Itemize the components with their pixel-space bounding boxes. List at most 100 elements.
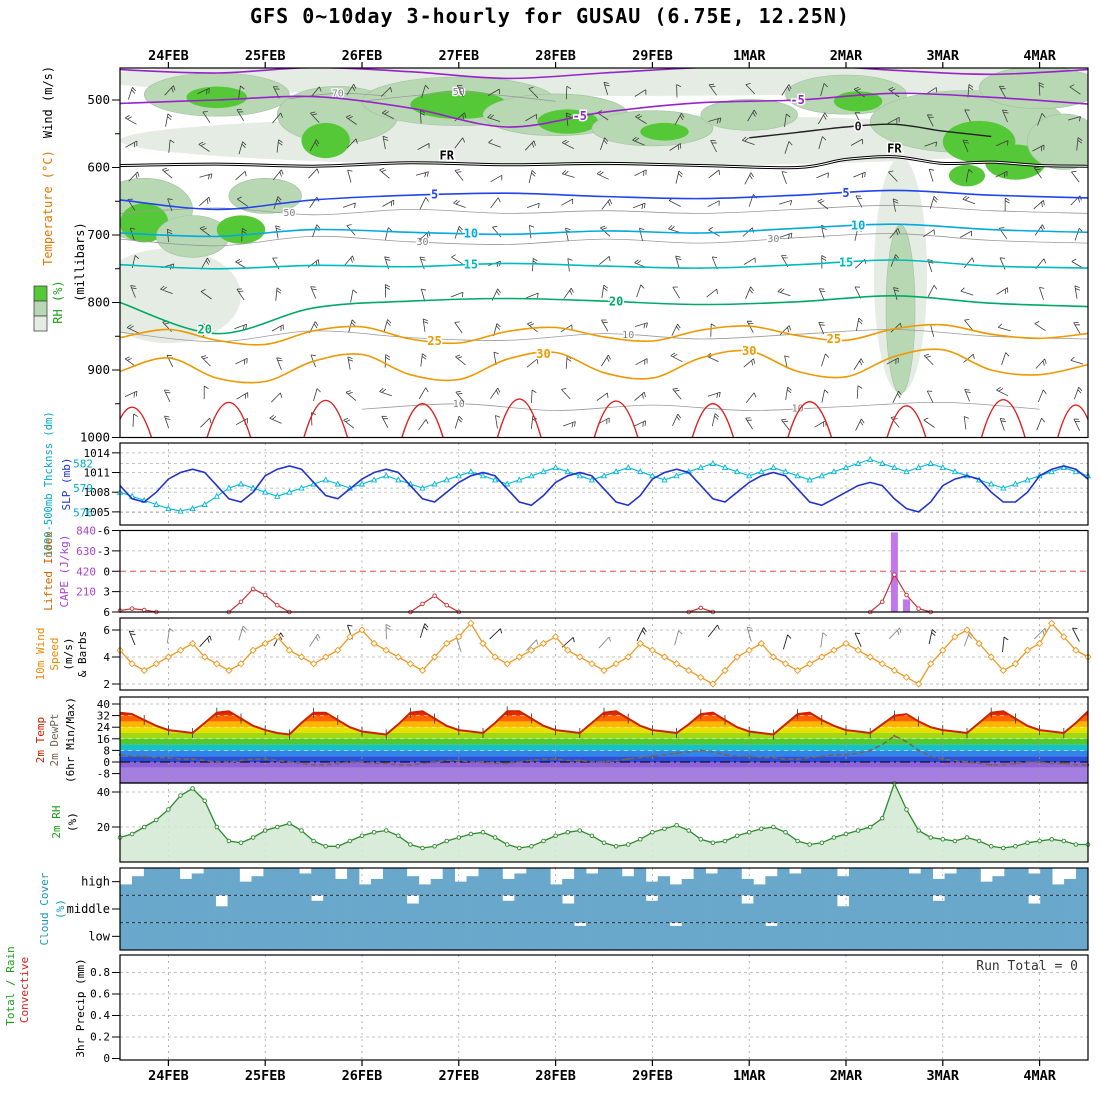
pressure-tick-label: 700 xyxy=(87,227,110,242)
axis-title: 10m Wind xyxy=(34,628,47,681)
temp-contour-label: 5 xyxy=(842,186,849,200)
date-label-top: 28FEB xyxy=(535,48,576,64)
rh-shading-blob xyxy=(120,248,241,344)
li-tick-label: -3 xyxy=(97,545,110,558)
rh-legend-swatch xyxy=(33,285,48,302)
wind10m-panel: 2 4 6 xyxy=(103,617,1092,691)
temp-contour-label: 20 xyxy=(197,323,211,337)
temp-contour-label: 25 xyxy=(427,334,441,348)
rh-contour-label: 50 xyxy=(283,208,295,219)
axis-title: (millibars) xyxy=(73,222,87,301)
axis-title: & Barbs xyxy=(76,631,89,677)
rh-contour-label: 30 xyxy=(416,237,428,248)
axis-title: 1000-500mb Thcknss (dm) xyxy=(43,411,55,556)
cloud-row-label: middle xyxy=(67,902,110,916)
rh-shading-blob xyxy=(216,215,266,244)
freezing-level-label: FR xyxy=(439,149,454,163)
date-label-top: 3MAR xyxy=(927,48,960,64)
rh-shading-blob xyxy=(640,122,689,141)
temp-contour-label: 10 xyxy=(851,219,865,233)
axis-title: CAPE (J/kg) xyxy=(58,535,71,608)
wind10m-barbs xyxy=(128,623,1080,652)
axis-title: (%) xyxy=(66,812,79,832)
temp-tick-label: 40 xyxy=(97,698,110,711)
panel-border xyxy=(119,954,1089,1061)
axis-title: Lifted Index xyxy=(42,531,55,611)
axis-title: (6hr Min/Max) xyxy=(64,697,77,783)
temp-contour xyxy=(120,92,1088,128)
pressure-tick-label: 800 xyxy=(87,295,110,310)
panel-border xyxy=(119,867,1089,951)
cape-bar xyxy=(890,532,898,612)
date-label-bottom: 28FEB xyxy=(535,1068,576,1084)
temp-contour xyxy=(120,259,1088,270)
precip-tick-label: 0 xyxy=(103,1052,110,1065)
precip-tick-label: 0.8 xyxy=(90,966,110,979)
pressure-tick-label: 900 xyxy=(87,362,110,377)
cloud-row-label: low xyxy=(88,929,110,943)
axis-title: Temperature (°C) xyxy=(41,150,55,266)
slp-tick-label: 1014 xyxy=(84,447,111,460)
temp-contour-label: 25 xyxy=(827,332,841,346)
date-label-top: 2MAR xyxy=(830,48,863,64)
li-tick-label: 6 xyxy=(103,606,110,619)
panel-border xyxy=(119,529,1089,613)
rh-shading-blob xyxy=(186,86,248,109)
temp-tick-label: -8 xyxy=(97,768,110,781)
panel-border xyxy=(119,67,1089,439)
temp-contour-label: 30 xyxy=(742,344,756,358)
date-label-bottom: 1MAR xyxy=(733,1068,766,1084)
rh-contour xyxy=(289,92,387,100)
date-label-bottom: 27FEB xyxy=(438,1068,479,1084)
precip-tick-label: 0.2 xyxy=(90,1031,110,1044)
rh2m-fill xyxy=(120,783,1088,862)
temp-contour xyxy=(749,123,992,139)
temp-color-bands xyxy=(120,711,1088,783)
date-label-top: 26FEB xyxy=(342,48,383,64)
lifted-index-line xyxy=(228,588,290,613)
axis-title: (%) xyxy=(54,899,67,919)
cape-tick-label: 630 xyxy=(76,545,96,558)
pressure-tick-label: 1000 xyxy=(80,430,110,445)
freezing-level-label: FR xyxy=(887,142,902,156)
rh-shading-blob xyxy=(301,122,350,159)
cloud-row-label: high xyxy=(81,875,110,889)
axis-title: (m/s) xyxy=(62,637,75,670)
date-label-bottom: 3MAR xyxy=(927,1068,960,1084)
pressure-tick-label: 500 xyxy=(87,92,110,107)
cape-tick-label: 210 xyxy=(76,586,96,599)
date-label-bottom: 24FEB xyxy=(148,1068,189,1084)
axis-title: Cloud Cover xyxy=(38,872,51,945)
thickness-tick-label: 582 xyxy=(73,458,93,471)
chart-title: GFS 0~10day 3-hourly for GUSAU (6.75E, 1… xyxy=(250,4,850,28)
slp-tick-label: 1005 xyxy=(84,506,111,519)
pressure-tick-label: 600 xyxy=(87,160,110,175)
rh-contour xyxy=(120,204,1088,216)
axis-title: Total / Rain xyxy=(4,946,17,1025)
slp-line xyxy=(119,465,1089,513)
surface-heat-contours xyxy=(120,398,1088,438)
temp-contour-label: 30 xyxy=(536,347,550,361)
date-label-top: 1MAR xyxy=(733,48,766,64)
wind10m-barbs-minmax xyxy=(166,624,1047,653)
date-label-top: 29FEB xyxy=(632,48,673,64)
axis-title: SLP (mb) xyxy=(60,458,73,511)
temp-contour xyxy=(120,68,1088,80)
temp-contour xyxy=(120,323,1088,346)
li-tick-label: -6 xyxy=(97,525,110,538)
li-tick-label: 3 xyxy=(103,586,110,599)
date-label-bottom: 29FEB xyxy=(632,1068,673,1084)
lifted-index-line xyxy=(869,573,931,613)
date-label-top: 27FEB xyxy=(438,48,479,64)
axis-title: RH (%) xyxy=(51,280,65,323)
rh-contour xyxy=(120,233,1088,247)
panel-border xyxy=(119,442,1089,526)
date-label-top: 25FEB xyxy=(245,48,286,64)
temp-contour xyxy=(120,189,1088,211)
temp-contour-label: -5 xyxy=(790,93,804,107)
axis-title: Speed xyxy=(48,637,61,670)
wind-tick-label: 2 xyxy=(103,678,110,691)
cape-tick-label: 420 xyxy=(76,565,96,578)
